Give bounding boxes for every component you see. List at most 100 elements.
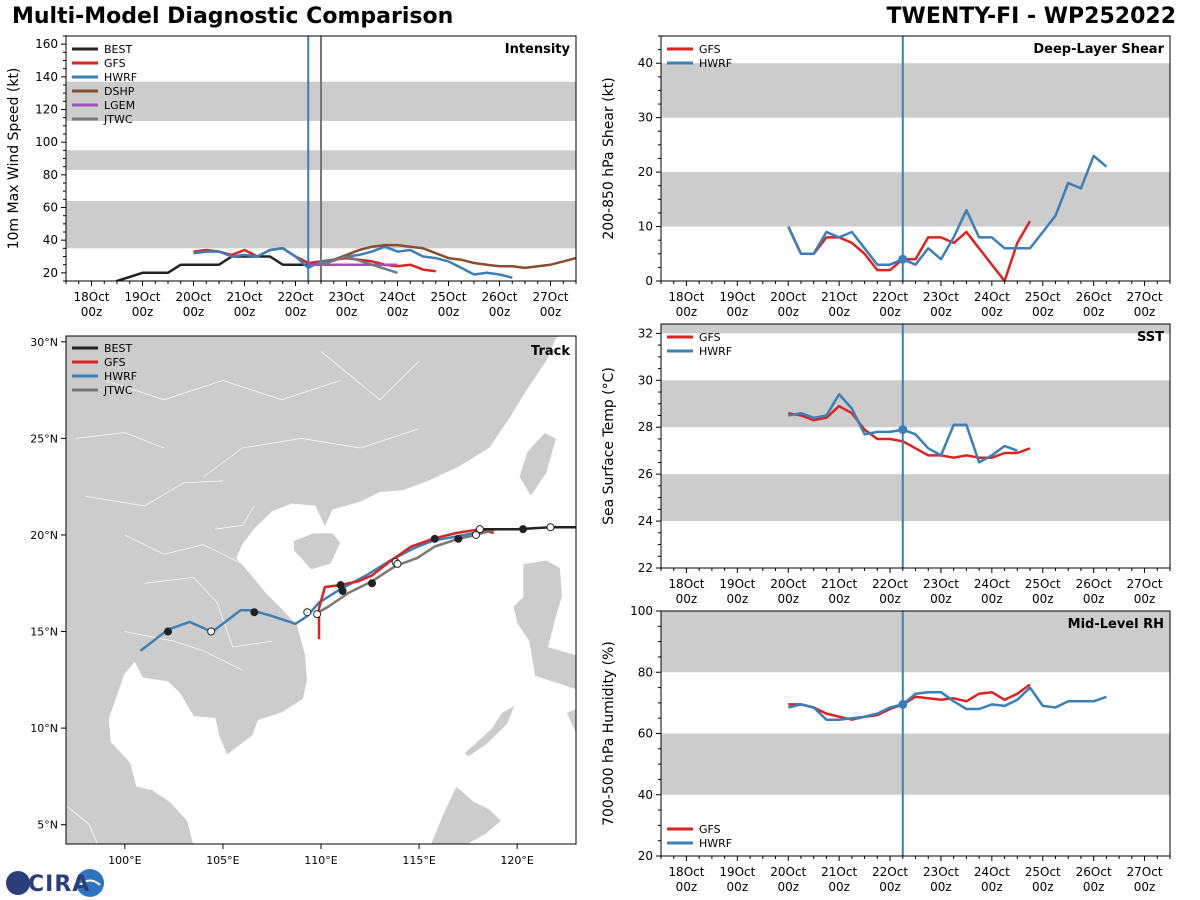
intensity-xtick-sub-label: 00z — [234, 305, 256, 319]
sst-ytick-label: 22 — [638, 561, 653, 575]
sst-xtick-sub-label: 00z — [727, 592, 749, 606]
sst-xtick-sub-label: 00z — [879, 592, 901, 606]
rh-xtick-label: 26Oct — [1076, 865, 1112, 879]
track-position-marker — [303, 608, 312, 617]
rh-band — [661, 733, 1170, 795]
track-position-marker — [313, 610, 322, 619]
rh-ylabel: 700-500 hPa Humidity (%) — [601, 641, 617, 826]
intensity-line-jtwc — [320, 255, 398, 274]
rh-xtick-sub-label: 00z — [1083, 880, 1105, 894]
intensity-xtick-label: 27Oct — [532, 290, 568, 304]
shear-xtick-sub-label: 00z — [981, 305, 1003, 319]
shear-ytick-label: 0 — [645, 274, 653, 288]
sst-xtick-label: 27Oct — [1127, 577, 1163, 591]
intensity-ytick-label: 80 — [43, 168, 58, 182]
rh-xtick-label: 25Oct — [1025, 865, 1061, 879]
map-border-line — [320, 351, 420, 401]
track-lon-label: 115°E — [402, 854, 435, 867]
track-position-marker — [454, 534, 463, 543]
shear-legend-label: HWRF — [699, 57, 732, 70]
intensity-ylabel: 10m Max Wind Speed (kt) — [6, 68, 22, 250]
shear-xtick-label: 19Oct — [719, 290, 755, 304]
track-lat-label: 5°N — [37, 819, 58, 832]
rh-xtick-sub-label: 00z — [1134, 880, 1156, 894]
rh-xtick-sub-label: 00z — [981, 880, 1003, 894]
intensity-panel: 2040608010012014016018Oct00z19Oct00z20Oc… — [6, 35, 577, 319]
rh-series-group — [788, 683, 1107, 721]
intensity-legend-label: LGEM — [104, 99, 135, 112]
rh-xtick-sub-label: 00z — [828, 880, 850, 894]
track-lat-label: 15°N — [30, 626, 58, 639]
intensity-title: Intensity — [505, 42, 571, 57]
shear-ytick-label: 10 — [638, 220, 653, 234]
land-hainan — [293, 532, 342, 571]
sst-band — [661, 324, 1170, 334]
track-position-marker — [207, 627, 216, 636]
rh-ytick-label: 20 — [638, 849, 653, 863]
track-title: Track — [531, 344, 570, 359]
intensity-ytick-label: 120 — [35, 103, 58, 117]
track-position-marker — [519, 525, 528, 534]
shear-xtick-sub-label: 00z — [930, 305, 952, 319]
intensity-line-hwrf — [193, 245, 513, 279]
page-title: Multi-Model Diagnostic Comparison — [12, 4, 454, 29]
map-border-line — [144, 577, 273, 648]
track-line-gfs — [317, 527, 494, 640]
sst-xtick-sub-label: 00z — [1083, 592, 1105, 606]
map-border-line — [75, 432, 165, 449]
intensity-xtick-label: 26Oct — [481, 290, 517, 304]
map-border-line — [105, 380, 341, 401]
intensity-ytick-label: 140 — [35, 70, 58, 84]
track-panel: 5°N 10°N 15°N 20°N 25°N 30°N 100°E 105°E 110°E 11… — [30, 335, 577, 867]
shear-series-group — [787, 154, 1108, 281]
rh-xtick-sub-label: 00z — [1032, 880, 1054, 894]
sst-xtick-label: 24Oct — [974, 577, 1010, 591]
map-border-line — [215, 505, 255, 530]
track-position-marker — [368, 579, 376, 588]
land-visayas — [565, 708, 576, 735]
sst-xtick-label: 19Oct — [719, 577, 755, 591]
track-line-jtwc — [314, 528, 496, 616]
sst-xtick-sub-label: 00z — [981, 592, 1003, 606]
intensity-xtick-label: 18Oct — [73, 290, 109, 304]
intensity-xtick-sub-label: 00z — [285, 305, 307, 319]
shear-xtick-sub-label: 00z — [1032, 305, 1054, 319]
rh-ytick-label: 60 — [638, 727, 653, 741]
intensity-ytick-label: 20 — [43, 266, 58, 280]
rh-panel: 2040608010018Oct00z19Oct00z20Oct00z21Oct… — [601, 604, 1171, 894]
shear-frame — [660, 35, 1171, 282]
rh-xtick-label: 20Oct — [770, 865, 806, 879]
sst-band — [661, 474, 1170, 522]
track-line-best — [477, 525, 576, 531]
sst-ylabel: Sea Surface Temp (°C) — [601, 367, 617, 525]
sst-xtick-sub-label: 00z — [930, 592, 952, 606]
track-legend-label: GFS — [104, 356, 126, 369]
intensity-frame — [65, 35, 577, 282]
shear-ytick-label: 40 — [638, 56, 653, 70]
rh-xtick-label: 24Oct — [974, 865, 1010, 879]
track-position-marker — [471, 530, 480, 539]
rh-frame — [660, 610, 1171, 857]
rh-current-point — [898, 699, 908, 709]
track-legend-label: BEST — [104, 342, 132, 355]
track-position-marker — [546, 523, 555, 532]
rh-band — [661, 611, 1170, 673]
track-position-marker — [430, 534, 439, 543]
sst-legend-label: GFS — [699, 331, 721, 344]
track-lat-label: 10°N — [30, 722, 58, 735]
sst-legend-label: HWRF — [699, 345, 732, 358]
shear-current-point — [898, 254, 908, 264]
track-lon-label: 105°E — [206, 854, 239, 867]
track-position-marker — [393, 559, 402, 568]
intensity-legend-label: BEST — [104, 43, 132, 56]
land-borneo — [430, 785, 503, 844]
shear-xtick-sub-label: 00z — [777, 305, 799, 319]
shear-xtick-sub-label: 00z — [676, 305, 698, 319]
sst-xtick-label: 20Oct — [770, 577, 806, 591]
shear-legend-label: GFS — [699, 43, 721, 56]
shear-xtick-label: 22Oct — [872, 290, 908, 304]
track-lat-label: 20°N — [30, 529, 58, 542]
shear-xtick-sub-label: 00z — [1134, 305, 1156, 319]
rh-line-hwrf — [788, 686, 1107, 721]
